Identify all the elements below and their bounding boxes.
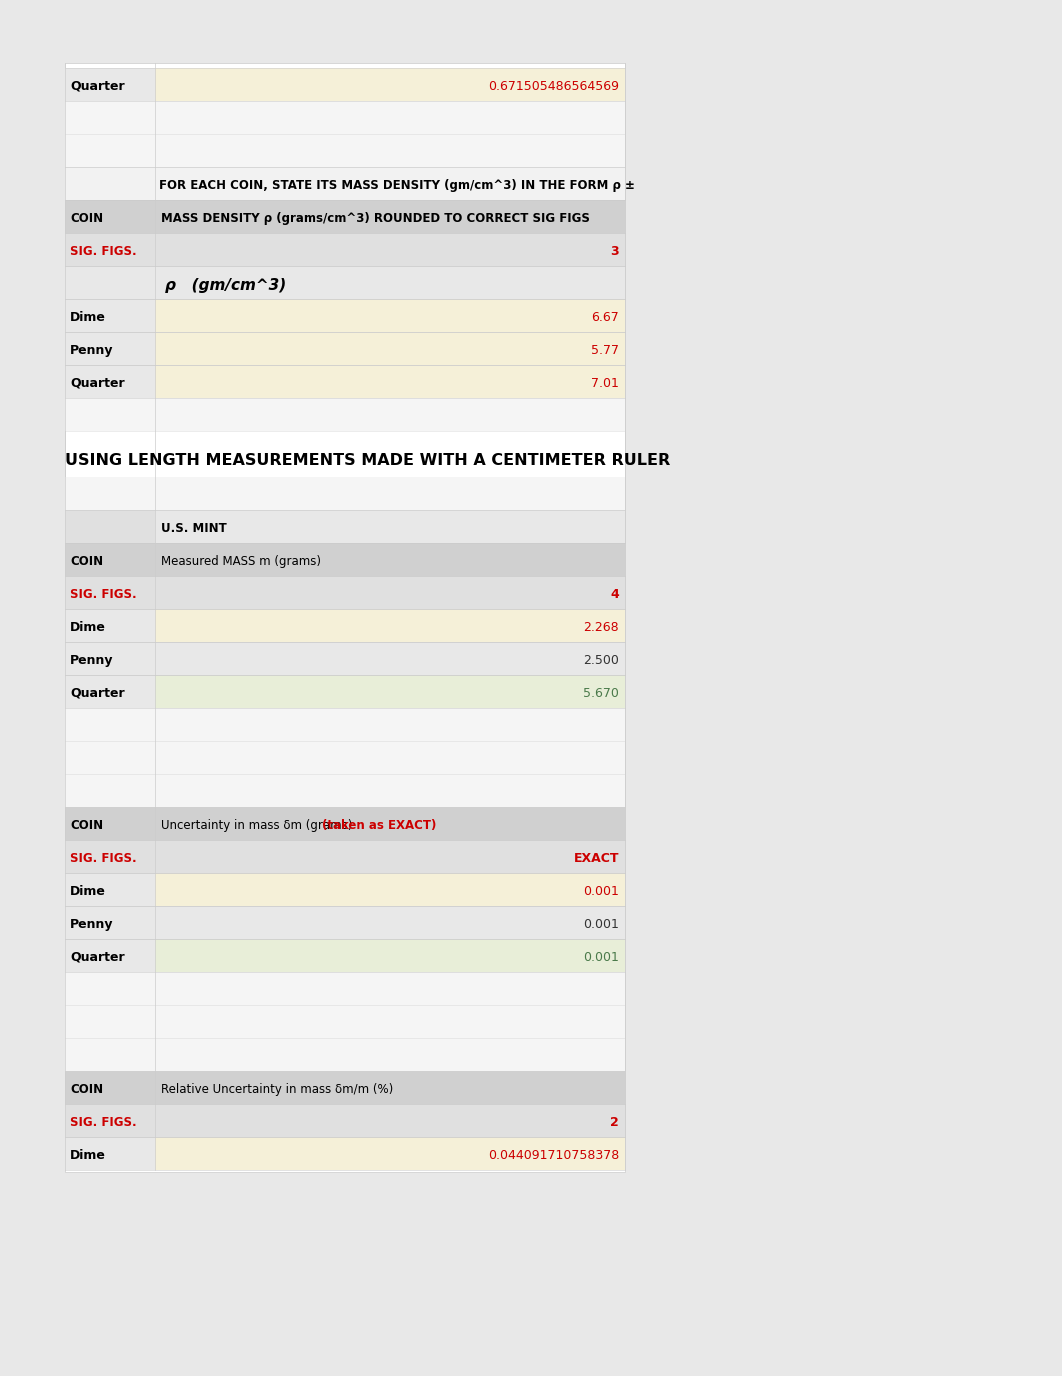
Text: 2.268: 2.268	[583, 621, 619, 634]
Bar	[65, 100, 626, 133]
Text: SIG. FIGS.: SIG. FIGS.	[70, 588, 137, 601]
Text: U.S. MINT: U.S. MINT	[161, 522, 227, 535]
Bar	[155, 676, 626, 709]
Text: 2.500: 2.500	[583, 654, 619, 666]
Text: Dime: Dime	[70, 621, 106, 634]
Bar	[155, 200, 626, 233]
Text: Penny: Penny	[70, 654, 114, 666]
Bar	[65, 266, 155, 299]
Bar	[155, 332, 626, 365]
Bar	[155, 299, 626, 332]
Bar	[65, 544, 155, 577]
Bar	[65, 971, 626, 1004]
Bar	[155, 365, 626, 398]
Bar	[155, 839, 626, 872]
Text: COIN: COIN	[70, 819, 103, 831]
Text: 4: 4	[611, 588, 619, 601]
Text: Quarter: Quarter	[70, 687, 124, 699]
Text: ρ   (gm/cm^3): ρ (gm/cm^3)	[165, 278, 287, 293]
Bar	[65, 398, 626, 431]
Text: SIG. FIGS.: SIG. FIGS.	[70, 245, 137, 257]
Bar	[155, 1071, 626, 1104]
Text: 7.01: 7.01	[592, 377, 619, 389]
Text: Dime: Dime	[70, 1149, 106, 1161]
Text: Dime: Dime	[70, 885, 106, 897]
Bar	[65, 1071, 155, 1104]
Bar	[155, 806, 626, 839]
Text: Penny: Penny	[70, 344, 114, 356]
Text: COIN: COIN	[70, 555, 103, 568]
Bar	[65, 806, 155, 839]
Text: Quarter: Quarter	[70, 377, 124, 389]
Bar	[65, 1004, 626, 1038]
Bar	[65, 577, 155, 610]
Text: 6.67: 6.67	[592, 311, 619, 323]
Bar	[155, 872, 626, 905]
Bar	[65, 1038, 626, 1071]
Bar	[65, 839, 155, 872]
Text: 0.044091710758378: 0.044091710758378	[487, 1149, 619, 1161]
Bar	[65, 365, 155, 398]
Bar	[155, 577, 626, 610]
Bar	[155, 938, 626, 971]
Text: COIN: COIN	[70, 212, 103, 224]
Text: SIG. FIGS.: SIG. FIGS.	[70, 852, 137, 864]
Bar	[65, 332, 155, 365]
Text: Measured MASS m (grams): Measured MASS m (grams)	[161, 555, 321, 568]
Text: 0.671505486564569: 0.671505486564569	[489, 80, 619, 92]
Text: Dime: Dime	[70, 311, 106, 323]
Bar	[155, 510, 626, 544]
Bar	[65, 299, 155, 332]
Text: (taken as EXACT): (taken as EXACT)	[322, 819, 436, 831]
Bar	[155, 610, 626, 643]
Text: 5.670: 5.670	[583, 687, 619, 699]
Text: Quarter: Quarter	[70, 80, 124, 92]
Bar	[155, 1104, 626, 1137]
Text: 0.001: 0.001	[583, 951, 619, 963]
Text: 3: 3	[611, 245, 619, 257]
Bar	[65, 166, 626, 200]
Bar	[65, 1104, 155, 1137]
Text: USING LENGTH MEASUREMENTS MADE WITH A CENTIMETER RULER: USING LENGTH MEASUREMENTS MADE WITH A CE…	[65, 453, 670, 468]
Bar	[65, 643, 155, 676]
Bar	[65, 938, 155, 971]
Bar	[155, 266, 626, 299]
Bar	[65, 1137, 155, 1170]
Text: Penny: Penny	[70, 918, 114, 930]
Text: Quarter: Quarter	[70, 951, 124, 963]
Bar	[65, 709, 626, 742]
Bar	[65, 773, 626, 806]
Text: 0.001: 0.001	[583, 918, 619, 930]
Bar	[65, 477, 626, 510]
Bar	[155, 643, 626, 676]
Text: 0.001: 0.001	[583, 885, 619, 897]
Text: SIG. FIGS.: SIG. FIGS.	[70, 1116, 137, 1128]
Text: COIN: COIN	[70, 1083, 103, 1095]
Bar	[155, 1137, 626, 1170]
Bar	[155, 67, 626, 100]
Text: MASS DENSITY ρ (grams/cm^3) ROUNDED TO CORRECT SIG FIGS: MASS DENSITY ρ (grams/cm^3) ROUNDED TO C…	[161, 212, 589, 224]
Bar	[155, 233, 626, 266]
Bar	[65, 63, 626, 1172]
Text: 2: 2	[611, 1116, 619, 1128]
Bar	[65, 872, 155, 905]
Bar	[65, 200, 155, 233]
Bar	[65, 676, 155, 709]
Bar	[65, 742, 626, 773]
Bar	[65, 133, 626, 166]
Text: Relative Uncertainty in mass δm/m (%): Relative Uncertainty in mass δm/m (%)	[161, 1083, 393, 1095]
Text: Uncertainty in mass δm (grams): Uncertainty in mass δm (grams)	[161, 819, 356, 831]
Text: FOR EACH COIN, STATE ITS MASS DENSITY (gm/cm^3) IN THE FORM ρ ±: FOR EACH COIN, STATE ITS MASS DENSITY (g…	[159, 179, 635, 191]
Bar	[65, 905, 155, 938]
Bar	[155, 905, 626, 938]
Bar	[65, 67, 155, 100]
Bar	[65, 610, 155, 643]
Bar	[155, 544, 626, 577]
Text: 5.77: 5.77	[590, 344, 619, 356]
Text: EXACT: EXACT	[573, 852, 619, 864]
Bar	[65, 510, 155, 544]
Bar	[65, 233, 155, 266]
